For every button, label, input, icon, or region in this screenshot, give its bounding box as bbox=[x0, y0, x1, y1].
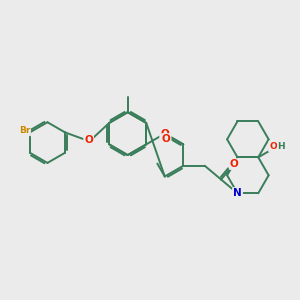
Text: O: O bbox=[160, 128, 169, 139]
Text: N: N bbox=[233, 188, 242, 198]
Text: N: N bbox=[233, 188, 242, 198]
Text: Br: Br bbox=[19, 126, 30, 135]
Text: OH: OH bbox=[269, 142, 284, 151]
Text: H: H bbox=[278, 142, 285, 151]
Text: O: O bbox=[269, 142, 277, 151]
Text: O: O bbox=[84, 135, 93, 145]
Text: O: O bbox=[230, 159, 239, 169]
Text: OH: OH bbox=[269, 142, 284, 151]
Text: O: O bbox=[84, 135, 93, 145]
Text: O: O bbox=[162, 134, 171, 144]
